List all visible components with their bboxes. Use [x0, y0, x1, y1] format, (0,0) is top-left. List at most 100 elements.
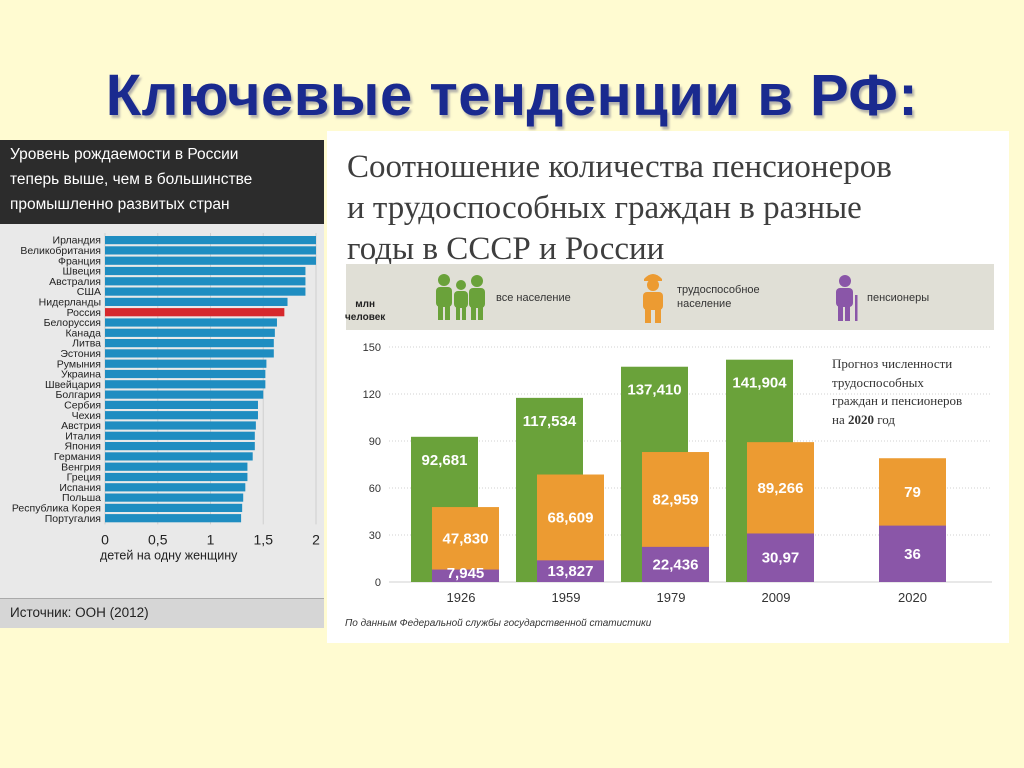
fertility-bar [105, 472, 248, 482]
fertility-bar [105, 503, 243, 512]
fertility-tick-label: 0,5 [148, 531, 168, 547]
fertility-country-label: Великобритания [20, 245, 101, 257]
fertility-country-label: Япония [65, 441, 101, 453]
unit-label: млн человек [345, 298, 385, 324]
pension-title-line-2: и трудоспособных граждан в разные [347, 190, 862, 226]
pension-chart: 0 30 60 90 120 150 92,681 47,830 7,945 1926 117,53… [363, 342, 992, 605]
fertility-country-label: Белоруссия [44, 317, 101, 329]
fertility-country-label: Германия [54, 451, 101, 463]
fertility-bar [105, 308, 285, 317]
bar-working-population-label: 47,830 [443, 530, 489, 547]
fertility-bar [105, 421, 256, 430]
fertility-country-label: Швейцария [45, 379, 101, 391]
bar-pensioners [747, 533, 814, 582]
fertility-bar [105, 380, 266, 389]
unit-label-line-2: человек [345, 312, 386, 323]
pension-y-tick-label: 60 [369, 483, 381, 495]
forecast-note-line-3: граждан и пенсионеров [832, 393, 963, 408]
fertility-country-label: Канада [65, 327, 101, 339]
fertility-country-label: Португалия [45, 513, 101, 525]
fertility-header: Уровень рождаемости в России теперь выше… [0, 140, 324, 224]
fertility-bar [105, 462, 248, 471]
footnote: По данным Федеральной службы государстве… [345, 618, 652, 629]
fertility-header-line-1: Уровень рождаемости в России [10, 146, 239, 163]
fertility-bar [105, 442, 255, 451]
bar-pensioners [642, 546, 709, 582]
fertility-bar [105, 359, 267, 368]
fertility-bar [105, 266, 306, 276]
fertility-bar [105, 400, 258, 409]
forecast-year-suffix: год [877, 411, 895, 427]
fertility-bar [105, 369, 266, 379]
fertility-chart: ИрландияВеликобританияФранцияШвецияАвстр… [0, 224, 324, 598]
bar-all-population-label: 92,681 [422, 452, 468, 469]
fertility-country-label: Сербия [64, 400, 101, 412]
family-icon [436, 274, 485, 320]
bar-pensioners [537, 560, 604, 582]
pension-title-line-3: годы в СССР и России [347, 231, 665, 267]
pension-year-label: 2009 [762, 590, 791, 605]
legend-working-line-2: население [677, 298, 732, 310]
pension-year-label: 1926 [447, 590, 476, 605]
fertility-country-label: Греция [67, 472, 101, 484]
fertility-tick-label: 2 [312, 531, 320, 547]
fertility-tick-label: 1 [207, 531, 215, 547]
fertility-country-label: Испания [59, 482, 101, 494]
pension-y-tick-label: 150 [363, 342, 381, 354]
bar-working-population [432, 507, 499, 582]
fertility-country-label: Республика Корея [12, 503, 101, 515]
bar-pensioners-label: 30,97 [762, 550, 800, 567]
bar-all-population-label: 137,410 [627, 382, 681, 399]
pension-y-tick-label: 0 [375, 577, 381, 589]
fertility-bar [105, 452, 253, 461]
fertility-country-label: Чехия [72, 410, 101, 422]
fertility-bar [105, 483, 246, 492]
fertility-bar [105, 339, 274, 348]
fertility-bar [105, 328, 275, 337]
fertility-country-label: Польша [62, 492, 101, 504]
fertility-bar [105, 287, 306, 296]
legend-working-line-1: трудоспособное [677, 284, 760, 296]
fertility-bar [105, 514, 242, 523]
fertility-source-bar: Источник: ООН (2012) [0, 598, 324, 628]
forecast-note-line-1: Прогноз численности [832, 356, 953, 371]
pension-year-label: 2020 [898, 590, 927, 605]
fertility-country-label: Ирландия [53, 235, 101, 247]
fertility-country-label: Литва [72, 338, 101, 350]
fertility-country-label: Австралия [49, 276, 101, 288]
worker-icon [643, 274, 663, 323]
fertility-tick-label: 0 [101, 531, 109, 547]
legend-all-label: все население [496, 292, 571, 304]
pension-year-label: 1959 [552, 590, 581, 605]
fertility-chart-bg [0, 224, 324, 598]
fertility-bar [105, 318, 277, 327]
pension-y-tick-label: 30 [369, 530, 381, 542]
forecast-year: 2020 [847, 411, 874, 427]
bar-working-population-label: 68,609 [548, 509, 594, 526]
fertility-country-label: Украина [61, 369, 101, 381]
fertility-bar [105, 256, 316, 265]
bar-working-population-label: 82,959 [653, 491, 699, 508]
bar-working-population-label: 89,266 [758, 480, 804, 497]
fertility-tick-label: 1,5 [254, 531, 274, 547]
fertility-country-label: Болгария [56, 389, 101, 401]
bar-all-population-label: 117,534 [523, 413, 577, 430]
bar-pensioners-label: 22,436 [653, 556, 699, 573]
bar-pensioners-label: 7,945 [447, 565, 485, 582]
fertility-bar [105, 493, 244, 502]
bar-pensioners [432, 569, 499, 582]
bar-working-population-label: 79 [904, 484, 921, 501]
fertility-country-label: Россия [67, 307, 101, 319]
fertility-bar [105, 390, 264, 399]
fertility-bar [105, 431, 255, 440]
fertility-country-label: Румыния [57, 358, 101, 370]
fertility-bar [105, 236, 316, 245]
fertility-bar [105, 297, 288, 306]
forecast-note: Прогноз численности трудоспособных гражд… [832, 355, 1002, 429]
pension-title: Соотношение количества пенсионеров и тру… [347, 147, 997, 270]
legend: все население трудоспособное население п… [346, 264, 994, 330]
pension-year-label: 1979 [657, 590, 686, 605]
pension-title-line-1: Соотношение количества пенсионеров [347, 149, 892, 185]
fertility-country-label: Франция [58, 255, 101, 267]
legend-working-label: трудоспособное население [677, 283, 760, 311]
